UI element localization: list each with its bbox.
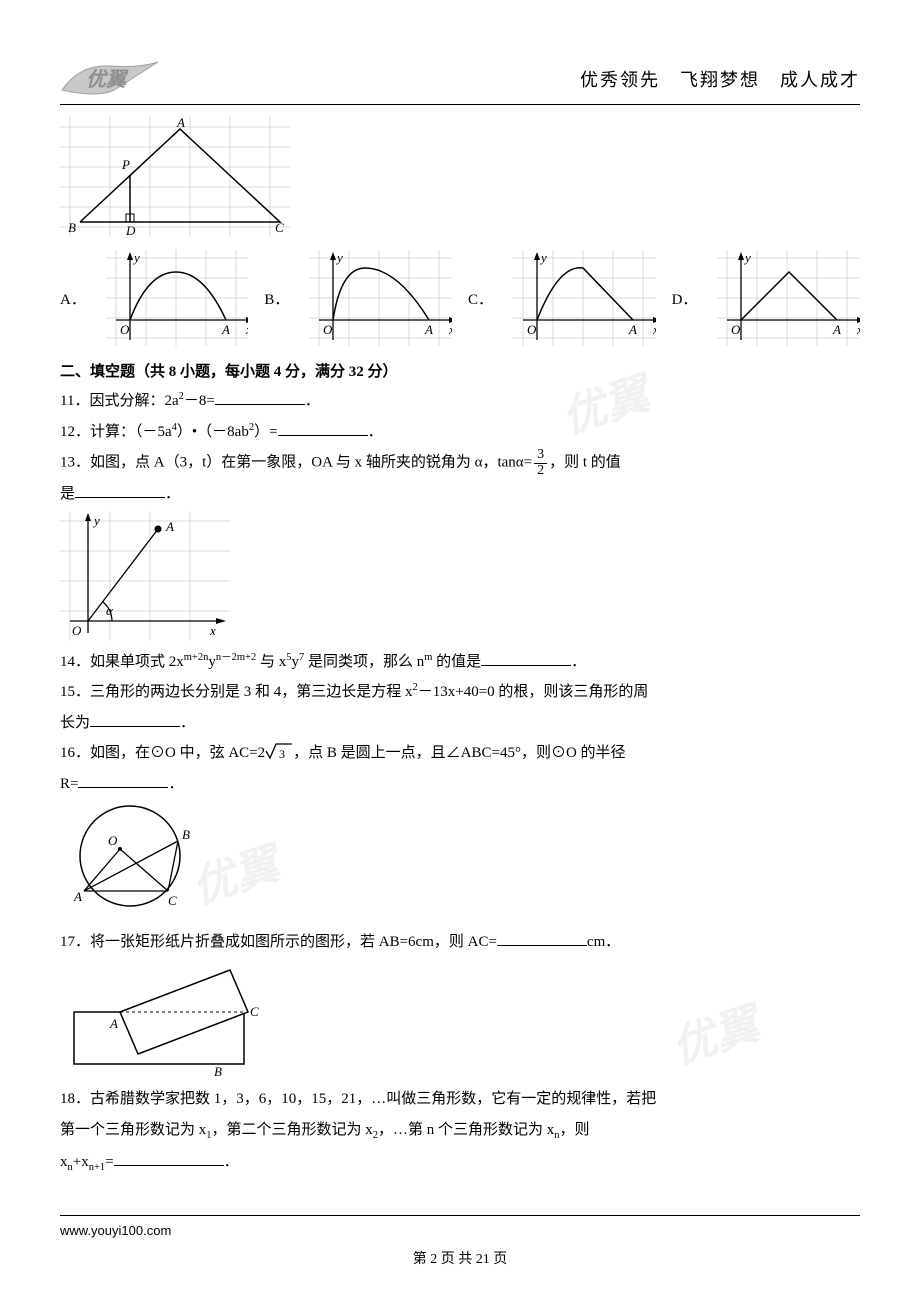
svg-text:O: O xyxy=(527,322,537,337)
footer-rule xyxy=(60,1215,860,1216)
q15-line2: 长为． xyxy=(60,709,860,738)
svg-text:y: y xyxy=(539,250,547,265)
svg-text:C: C xyxy=(168,893,177,908)
logo-text: 优翼 xyxy=(86,68,129,91)
q13-line2: 是． xyxy=(60,480,860,509)
q13-line1: 13．如图，点 A（3，t）在第一象限，OA 与 x 轴所夹的锐角为 α，tan… xyxy=(60,448,860,478)
svg-text:O: O xyxy=(731,322,741,337)
option-a-graph: y x O A xyxy=(106,250,249,346)
q18-line1: 18．古希腊数学家把数 1，3，6，10，15，21，…叫做三角形数，它有一定的… xyxy=(60,1085,860,1114)
svg-text:O: O xyxy=(108,833,118,848)
q14: 14．如果单项式 2xm+2nyn－2m+2 与 x5y7 是同类项，那么 nm… xyxy=(60,648,860,677)
svg-text:A: A xyxy=(221,322,230,337)
svg-text:B: B xyxy=(68,220,76,235)
q18-line3: xn+xn+1=． xyxy=(60,1148,860,1178)
q14-blank xyxy=(481,651,571,666)
footer-page: 第 2 页 共 21 页 xyxy=(0,1248,920,1268)
q12-blank xyxy=(278,421,368,436)
footer-url: www.youyi100.com xyxy=(60,1223,171,1238)
svg-text:A: A xyxy=(165,519,174,534)
q16-blank xyxy=(78,773,168,788)
q10-figure: A P B D C xyxy=(60,117,860,242)
q13-fraction: 32 xyxy=(534,448,547,478)
q13-blank xyxy=(75,483,165,498)
svg-text:A: A xyxy=(424,322,433,337)
q11-blank xyxy=(215,390,305,405)
svg-text:A: A xyxy=(73,889,82,904)
q12: 12．计算：（－5a4）•（－8ab2）=． xyxy=(60,418,860,447)
svg-text:A: A xyxy=(109,1016,118,1031)
section2-title: 二、填空题（共 8 小题，每小题 4 分，满分 32 分） xyxy=(60,360,860,381)
svg-text:y: y xyxy=(132,250,140,265)
svg-text:C: C xyxy=(250,1004,259,1019)
svg-text:B: B xyxy=(182,827,190,842)
svg-text:x: x xyxy=(209,623,216,638)
q10-options-row: A． y x O A B． y x O A xyxy=(60,250,860,346)
svg-text:x: x xyxy=(652,322,656,337)
svg-text:C: C xyxy=(275,220,284,235)
q18-line2: 第一个三角形数记为 x1，第二个三角形数记为 x2，…第 n 个三角形数记为 x… xyxy=(60,1116,860,1146)
q13-figure: α A y x O xyxy=(60,511,860,646)
option-b-label: B． xyxy=(264,288,289,309)
svg-text:α: α xyxy=(106,603,114,618)
q16-figure: A B C O xyxy=(60,801,860,926)
svg-text:x: x xyxy=(448,322,452,337)
q15-line1: 15．三角形的两边长分别是 3 和 4，第三边长是方程 x2－13x+40=0 … xyxy=(60,678,860,707)
svg-text:y: y xyxy=(92,513,100,528)
option-d-label: D． xyxy=(672,288,698,309)
svg-text:O: O xyxy=(323,322,333,337)
q11: 11．因式分解：2a2－8=． xyxy=(60,387,860,416)
svg-text:y: y xyxy=(335,250,343,265)
svg-text:x: x xyxy=(245,322,249,337)
svg-text:A: A xyxy=(176,117,185,130)
q17-figure: A B C xyxy=(60,958,860,1083)
option-b-graph: y x O A xyxy=(309,250,452,346)
q16-line1: 16．如图，在⊙O 中，弦 AC=2 3 ，点 B 是圆上一点，且∠ABC=45… xyxy=(60,739,860,768)
svg-text:D: D xyxy=(125,223,136,237)
svg-text:O: O xyxy=(72,623,82,638)
svg-text:A: A xyxy=(832,322,841,337)
svg-text:P: P xyxy=(121,157,130,172)
q10-grid xyxy=(60,117,290,237)
q18-blank xyxy=(114,1151,224,1166)
option-d-graph: y x O A xyxy=(717,250,860,346)
q17: 17．将一张矩形纸片折叠成如图所示的图形，若 AB=6cm，则 AC=cm． xyxy=(60,928,860,957)
page-header: 优翼 优秀领先 飞翔梦想 成人成才 xyxy=(60,60,860,105)
header-motto: 优秀领先 飞翔梦想 成人成才 xyxy=(580,66,860,92)
option-c-graph: y x O A xyxy=(513,250,656,346)
option-a-label: A． xyxy=(60,288,86,309)
svg-text:x: x xyxy=(856,322,860,337)
svg-text:3: 3 xyxy=(279,747,285,761)
svg-text:y: y xyxy=(743,250,751,265)
svg-text:B: B xyxy=(214,1064,222,1078)
svg-text:O: O xyxy=(120,322,130,337)
svg-text:A: A xyxy=(628,322,637,337)
q17-blank xyxy=(497,931,587,946)
brand-logo: 优翼 xyxy=(60,60,160,98)
q15-blank xyxy=(90,712,180,727)
q16-line2: R=． xyxy=(60,770,860,799)
option-c-label: C． xyxy=(468,288,493,309)
